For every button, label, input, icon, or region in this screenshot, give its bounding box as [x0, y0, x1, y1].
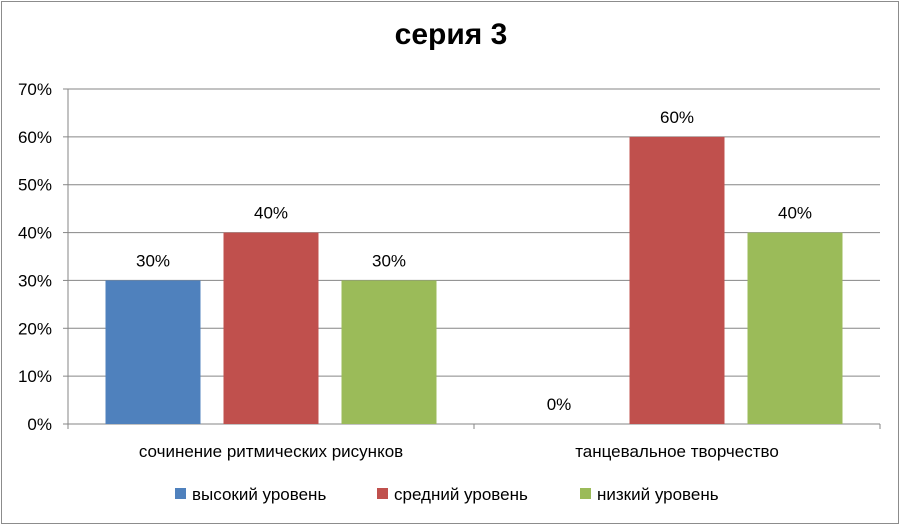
bar	[105, 280, 201, 424]
legend-swatch	[377, 488, 388, 499]
legend-label: высокий уровень	[192, 485, 326, 504]
y-tick-label: 20%	[18, 319, 52, 338]
x-category-label: танцевальное творчество	[575, 442, 779, 461]
legend-swatch	[175, 488, 186, 499]
bar	[629, 136, 725, 424]
y-tick-label: 60%	[18, 128, 52, 147]
data-label: 40%	[778, 204, 812, 223]
y-tick-label: 30%	[18, 271, 52, 290]
data-label: 30%	[372, 251, 406, 270]
y-tick-label: 40%	[18, 224, 52, 243]
data-label: 30%	[136, 251, 170, 270]
chart-title: серия 3	[394, 18, 508, 51]
y-tick-label: 70%	[18, 80, 52, 99]
y-tick-label: 0%	[27, 415, 52, 434]
data-label: 40%	[254, 204, 288, 223]
legend-swatch	[580, 488, 591, 499]
x-category-label: сочинение ритмических рисунков	[139, 442, 403, 461]
legend-label: низкий уровень	[597, 485, 719, 504]
bar	[223, 232, 319, 424]
data-label: 60%	[660, 108, 694, 127]
data-label: 0%	[547, 395, 572, 414]
legend-label: средний уровень	[394, 485, 528, 504]
y-tick-label: 50%	[18, 176, 52, 195]
bar	[747, 232, 843, 424]
bar	[341, 280, 437, 424]
y-tick-label: 10%	[18, 367, 52, 386]
